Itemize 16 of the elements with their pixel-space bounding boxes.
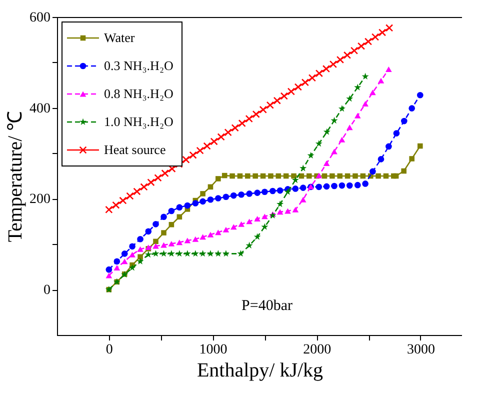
x-tick-label: 3000 [406, 342, 435, 358]
y-tick-label: 400 [30, 101, 50, 116]
legend-label: 0.3 NH₃.H₂O [104, 58, 174, 73]
legend-label: 0.8 NH₃.H₂O [104, 86, 174, 101]
legend-label: Heat source [104, 142, 166, 157]
y-axis-title: Temperature/ ℃ [4, 110, 26, 242]
y-tick-label: 200 [30, 192, 50, 208]
annotation: P=40bar [242, 298, 292, 314]
legend-label: 1.0 NH₃.H₂O [104, 114, 174, 129]
legend-label: Water [104, 30, 136, 45]
x-axis-title: Enthalpy/ kJ/kg [196, 360, 324, 382]
y-tick-label: 600 [30, 10, 50, 26]
x-tick-label: 0 [106, 342, 113, 358]
x-tick-label: 2000 [303, 342, 332, 358]
y-tick-label: 0 [44, 283, 50, 298]
x-tick-label: 1000 [199, 342, 228, 358]
